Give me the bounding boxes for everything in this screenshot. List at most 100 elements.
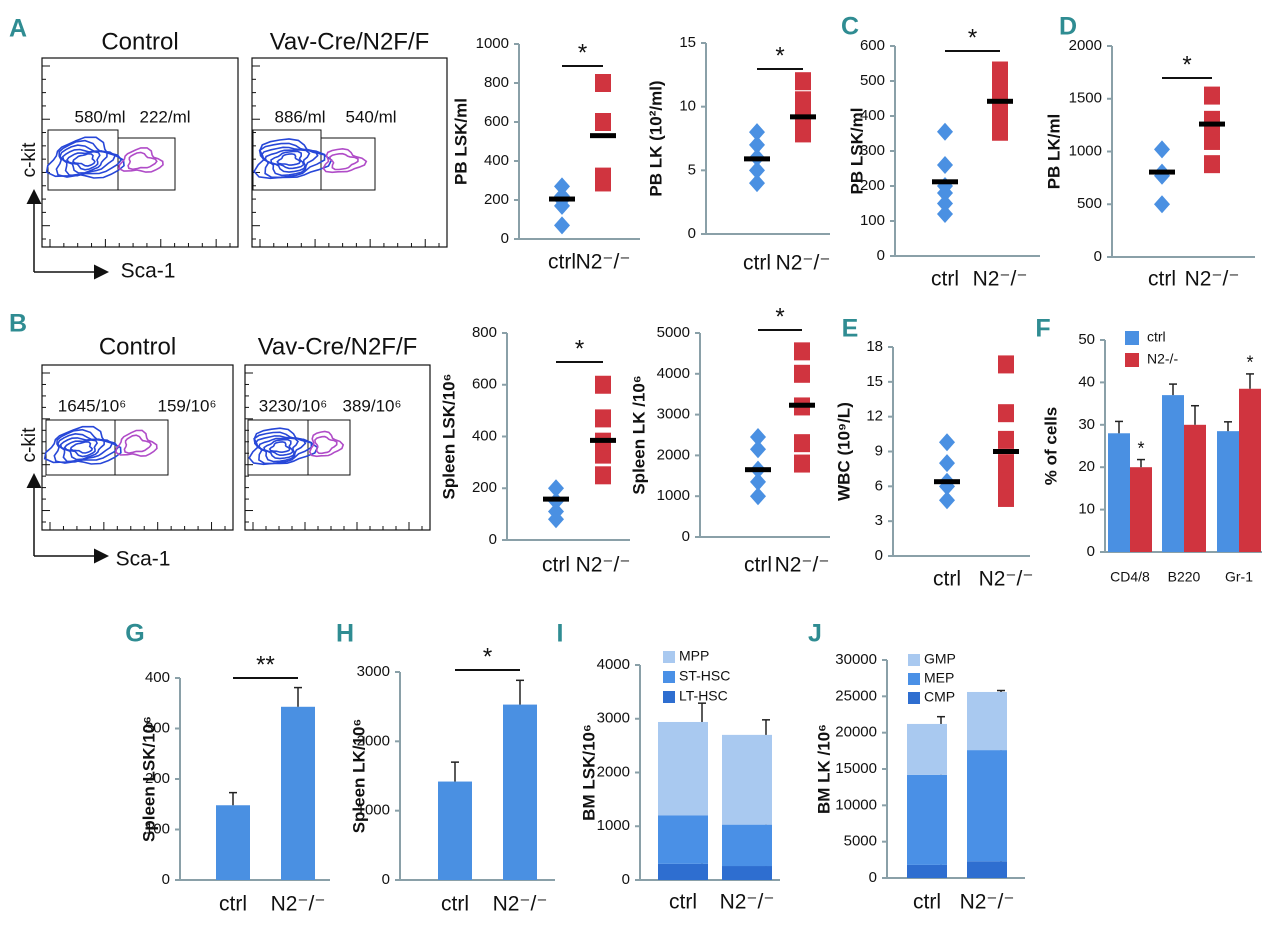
y-tick-label: 400	[484, 152, 509, 169]
y-axis-label: c-kit	[19, 142, 40, 178]
data-point	[750, 440, 766, 459]
legend-label: LT-HSC	[679, 688, 728, 704]
data-point	[595, 167, 611, 186]
gate-label: 540/ml	[345, 107, 396, 126]
bar-segment	[722, 824, 772, 867]
mean-line	[993, 449, 1019, 454]
data-point	[548, 502, 564, 521]
y-tick-label: 0	[688, 225, 696, 242]
contour	[127, 151, 158, 171]
legend-label: ctrl	[1147, 329, 1166, 345]
data-point	[750, 428, 766, 447]
bar-segment	[658, 815, 708, 864]
data-point	[998, 454, 1014, 473]
data-point	[749, 135, 765, 154]
y-tick-label: 30000	[835, 651, 877, 668]
x-tick-label: N2⁻/⁻	[960, 891, 1015, 914]
mean-line	[934, 479, 960, 485]
legend-label: MEP	[924, 670, 954, 686]
y-axis-label: PB LSK/ml	[847, 108, 866, 195]
gate-label: 886/ml	[274, 107, 325, 126]
y-tick-label: 0	[382, 871, 390, 888]
contour	[257, 437, 299, 460]
gate-label: 1645/10⁶	[58, 396, 126, 415]
x-tick-label: N2⁻/⁻	[979, 568, 1034, 591]
x-tick-label: CD4/8	[1110, 569, 1150, 585]
contour	[314, 435, 338, 455]
mean-line	[789, 402, 815, 408]
gate-label: 580/ml	[74, 107, 125, 126]
data-point	[1204, 155, 1220, 174]
panel-letter: E	[842, 315, 859, 343]
contour	[123, 434, 153, 454]
data-point	[794, 434, 810, 453]
y-tick-label: 3000	[597, 710, 630, 727]
y-axis-label: BM LK /10⁶	[814, 724, 833, 814]
plot-title: Vav-Cre/N2F/F	[258, 333, 418, 360]
bar-segment	[907, 723, 947, 775]
bar	[1217, 431, 1239, 552]
plot-frame	[251, 57, 448, 248]
gate	[114, 419, 169, 476]
contour	[118, 147, 164, 173]
bar-segment	[967, 691, 1007, 751]
bar-segment	[722, 866, 772, 880]
y-tick-label: 2000	[597, 763, 630, 780]
bar-segment	[658, 721, 708, 816]
y-tick-label: 6	[875, 477, 883, 494]
x-tick-label: Gr-1	[1225, 569, 1253, 585]
y-tick-label: 15	[679, 34, 696, 51]
data-point	[794, 364, 810, 383]
x-tick-label: ctrl	[441, 893, 469, 916]
legend-swatch	[1125, 331, 1139, 345]
mean-line	[543, 496, 569, 502]
data-point	[554, 216, 570, 235]
data-point	[998, 471, 1014, 490]
data-point	[1204, 131, 1220, 150]
y-tick-label: 30	[1078, 416, 1095, 433]
gate-label: 222/ml	[139, 107, 190, 126]
data-point	[998, 404, 1014, 423]
y-axis-label: Spleen LK /10⁶	[629, 375, 648, 494]
y-tick-label: 15	[866, 373, 883, 390]
data-point	[937, 156, 953, 174]
mean-line	[932, 179, 958, 185]
x-tick-label: N2⁻/⁻	[973, 268, 1028, 291]
contour	[268, 441, 291, 454]
legend-label: GMP	[924, 651, 956, 667]
bar-segment	[907, 774, 947, 865]
significance: *	[1182, 51, 1191, 78]
y-tick-label: 500	[1077, 195, 1102, 212]
bar	[1130, 467, 1152, 552]
x-tick-label: ctrl	[219, 893, 247, 916]
y-tick-label: 0	[869, 869, 877, 886]
y-tick-label: 0	[682, 528, 690, 545]
mean-line	[590, 133, 616, 139]
legend-swatch	[663, 671, 675, 683]
data-point	[939, 433, 955, 452]
plot-title: Control	[99, 333, 176, 360]
contour	[65, 150, 101, 171]
panel-letter: B	[9, 310, 27, 338]
y-tick-label: 15000	[835, 760, 877, 777]
contour	[63, 439, 99, 458]
y-tick-label: 0	[489, 531, 497, 548]
mean-line	[590, 437, 616, 443]
y-tick-label: 4000	[597, 656, 630, 673]
significance: *	[775, 303, 784, 330]
data-point	[1204, 86, 1220, 105]
bar-segment	[907, 864, 947, 878]
y-tick-label: 5	[688, 161, 696, 178]
legend-label: N2-/-	[1147, 351, 1178, 367]
y-tick-label: 100	[860, 212, 885, 229]
gate-label: 159/10⁶	[158, 396, 217, 415]
mean-line	[549, 196, 575, 202]
data-point	[939, 491, 955, 510]
y-tick-label: 600	[860, 37, 885, 54]
y-axis-label: Spleen LSK/10⁶	[439, 374, 458, 500]
bar-segment	[967, 861, 1007, 878]
y-tick-label: 200	[145, 770, 170, 787]
data-point	[749, 174, 765, 193]
y-tick-label: 100	[145, 820, 170, 837]
